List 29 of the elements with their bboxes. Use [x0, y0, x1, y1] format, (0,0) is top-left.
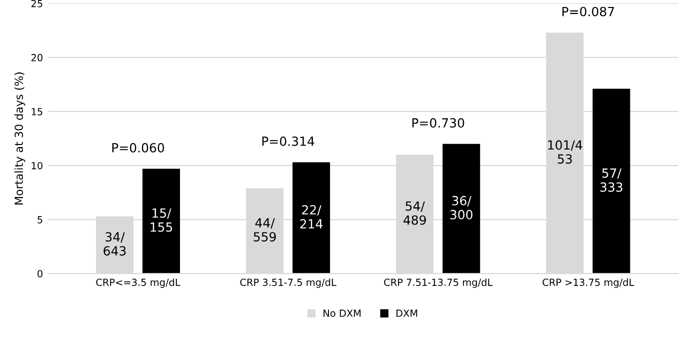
data-label: 15/ 155 — [150, 208, 172, 232]
legend-label: No DXM — [324, 310, 361, 317]
y-tick-label: 20 — [31, 54, 42, 62]
data-label: 54/ 489 — [404, 202, 426, 225]
x-tick-label: CRP 7.51-13.75 mg/dL — [384, 278, 493, 288]
annotation: P=0.314 — [262, 136, 314, 146]
data-label: 44/ 559 — [254, 218, 276, 242]
bar — [442, 144, 480, 274]
y-tick-label: 5 — [38, 216, 42, 224]
data-label: 101/4 53 — [548, 140, 582, 164]
data-label: 57/ 333 — [600, 168, 622, 192]
x-tick-label: CRP<=3.5 mg/dL — [96, 278, 180, 288]
x-tick-label: CRP 3.51-7.5 mg/dL — [240, 278, 336, 288]
annotation: P=0.060 — [112, 143, 164, 152]
x-tick-label: CRP >13.75 mg/dL — [542, 278, 634, 288]
bar — [292, 162, 330, 274]
annotation: P=0.087 — [562, 6, 614, 16]
bar — [592, 88, 630, 274]
y-axis-title: Mortality at 30 days (%) — [14, 72, 26, 204]
data-label: 36/ 300 — [450, 196, 472, 220]
y-tick-label: 10 — [32, 162, 42, 170]
annotation: P=0.730 — [412, 118, 464, 128]
y-tick-label: 15 — [32, 108, 42, 116]
y-tick-label: 25 — [31, 0, 42, 8]
data-label: 34/ 643 — [104, 232, 126, 256]
data-label: 22/ 214 — [300, 205, 323, 228]
legend-label: DXM — [396, 310, 418, 317]
y-tick-label: 0 — [38, 270, 42, 278]
bar — [142, 168, 180, 274]
